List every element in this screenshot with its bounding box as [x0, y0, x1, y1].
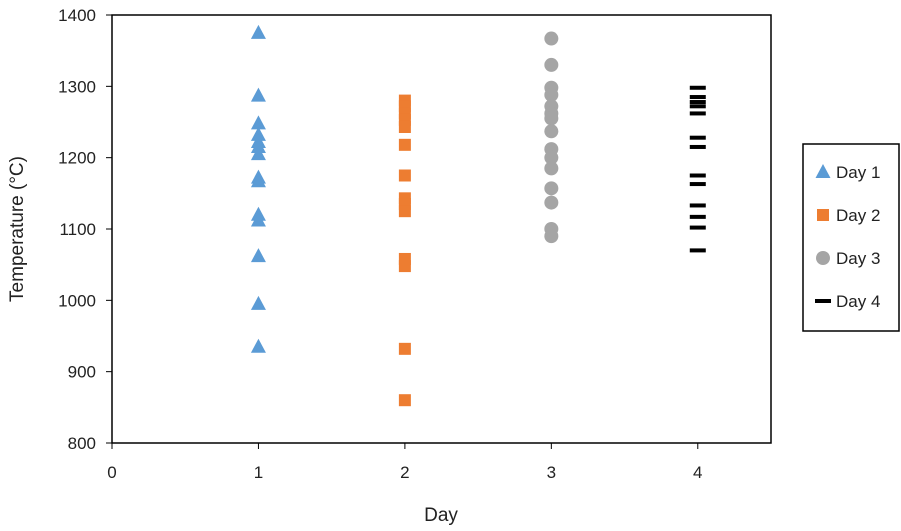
legend-item: Day 4 [815, 292, 880, 311]
legend-item: Day 3 [816, 249, 880, 268]
legend-label: Day 2 [836, 206, 880, 225]
data-point [689, 104, 706, 109]
y-tick-label: 900 [68, 363, 96, 382]
data-point [398, 169, 411, 182]
legend-marker [815, 299, 831, 303]
data-point [544, 87, 559, 102]
data-point [250, 338, 266, 353]
x-axis-ticks: 0 1 2 3 4 [107, 443, 703, 482]
data-point [250, 87, 266, 102]
data-point [689, 135, 706, 140]
x-axis-title: Day [424, 505, 458, 526]
data-points [250, 24, 706, 407]
series-3 [544, 31, 559, 244]
data-point [250, 173, 266, 188]
y-tick-label: 1400 [58, 6, 96, 25]
data-point [544, 150, 559, 165]
data-point [250, 212, 266, 227]
x-tick-label: 2 [400, 463, 409, 482]
y-tick-label: 1100 [59, 220, 96, 239]
data-point [398, 260, 411, 273]
y-axis-ticks: 800 900 1000 1100 1200 1300 1400 [58, 6, 112, 453]
data-point [689, 182, 706, 187]
data-point [250, 24, 266, 39]
data-point [689, 173, 706, 178]
data-point [544, 229, 559, 244]
data-point [689, 203, 706, 208]
data-point [544, 57, 559, 72]
data-point [398, 138, 411, 151]
legend-label: Day 3 [836, 249, 880, 268]
data-point [689, 111, 706, 116]
data-point [398, 205, 411, 218]
data-point [250, 126, 266, 141]
legend-item: Day 2 [817, 206, 880, 225]
data-point [250, 295, 266, 310]
y-axis-title: Temperature (°C) [7, 156, 28, 302]
series-4 [689, 85, 706, 253]
data-point [544, 111, 559, 126]
series-2 [398, 94, 411, 407]
data-point [689, 225, 706, 230]
data-point [689, 214, 706, 219]
y-tick-label: 800 [68, 434, 96, 453]
data-point [398, 394, 411, 407]
legend-marker [815, 164, 831, 178]
data-point [689, 85, 706, 90]
legend-label: Day 4 [836, 292, 880, 311]
x-tick-label: 1 [254, 463, 263, 482]
data-point [689, 144, 706, 149]
data-point [544, 31, 559, 46]
data-point [544, 124, 559, 139]
series-1 [250, 24, 266, 353]
data-point [250, 115, 266, 130]
data-point [544, 181, 559, 196]
data-point [398, 120, 411, 133]
data-point [689, 248, 706, 253]
legend: Day 1 Day 2 Day 3 Day 4 [802, 143, 900, 332]
plot-area [111, 14, 772, 444]
data-point [544, 161, 559, 176]
y-tick-label: 1300 [58, 77, 96, 96]
x-tick-label: 3 [547, 463, 556, 482]
y-tick-label: 1200 [58, 149, 96, 168]
data-point [250, 248, 266, 263]
data-point [398, 342, 411, 355]
y-tick-label: 1000 [58, 291, 96, 310]
legend-marker [816, 251, 830, 265]
data-point [250, 146, 266, 161]
data-point [689, 95, 706, 100]
legend-label: Day 1 [836, 163, 880, 182]
data-point [250, 138, 266, 153]
legend-item: Day 1 [815, 163, 880, 182]
legend-marker [817, 209, 829, 221]
x-tick-label: 4 [693, 463, 702, 482]
data-point [689, 100, 706, 105]
data-point [544, 195, 559, 210]
x-tick-label: 0 [107, 463, 116, 482]
